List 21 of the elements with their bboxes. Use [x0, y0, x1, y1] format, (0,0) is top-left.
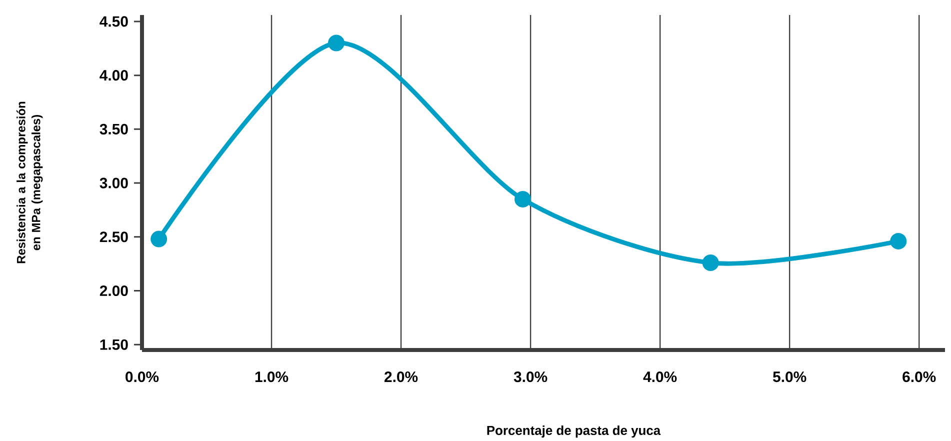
- y-tick-label: 4.00: [100, 70, 128, 81]
- point: [890, 233, 907, 250]
- y-tick-label: 4.50: [100, 16, 128, 27]
- x-axis-title: Porcentaje de pasta de yuca: [487, 426, 661, 438]
- y-tick-label: 2.50: [100, 232, 128, 242]
- x-tick-label: 1.0%: [255, 372, 288, 382]
- x-tick-label: 2.0%: [384, 372, 418, 382]
- x-tick-label: 4.0%: [643, 372, 677, 382]
- x-tick-label: 3.0%: [514, 372, 548, 382]
- point: [514, 190, 532, 208]
- x-tick-label: 5.0%: [773, 372, 806, 382]
- y-tick-label: 1.50: [100, 339, 128, 350]
- point: [702, 254, 719, 272]
- y-tick-label: 2.00: [100, 286, 128, 296]
- y-axis-title: Resistencia a la compresión en MPa (megapascales): [16, 102, 43, 264]
- y-tick-label: 3.50: [100, 124, 128, 135]
- point: [328, 34, 345, 52]
- x-tick-label: 0.0%: [126, 372, 159, 382]
- x-tick-label: 6.0%: [902, 372, 936, 382]
- point: [150, 230, 168, 248]
- y-tick-label: 3.00: [100, 178, 128, 188]
